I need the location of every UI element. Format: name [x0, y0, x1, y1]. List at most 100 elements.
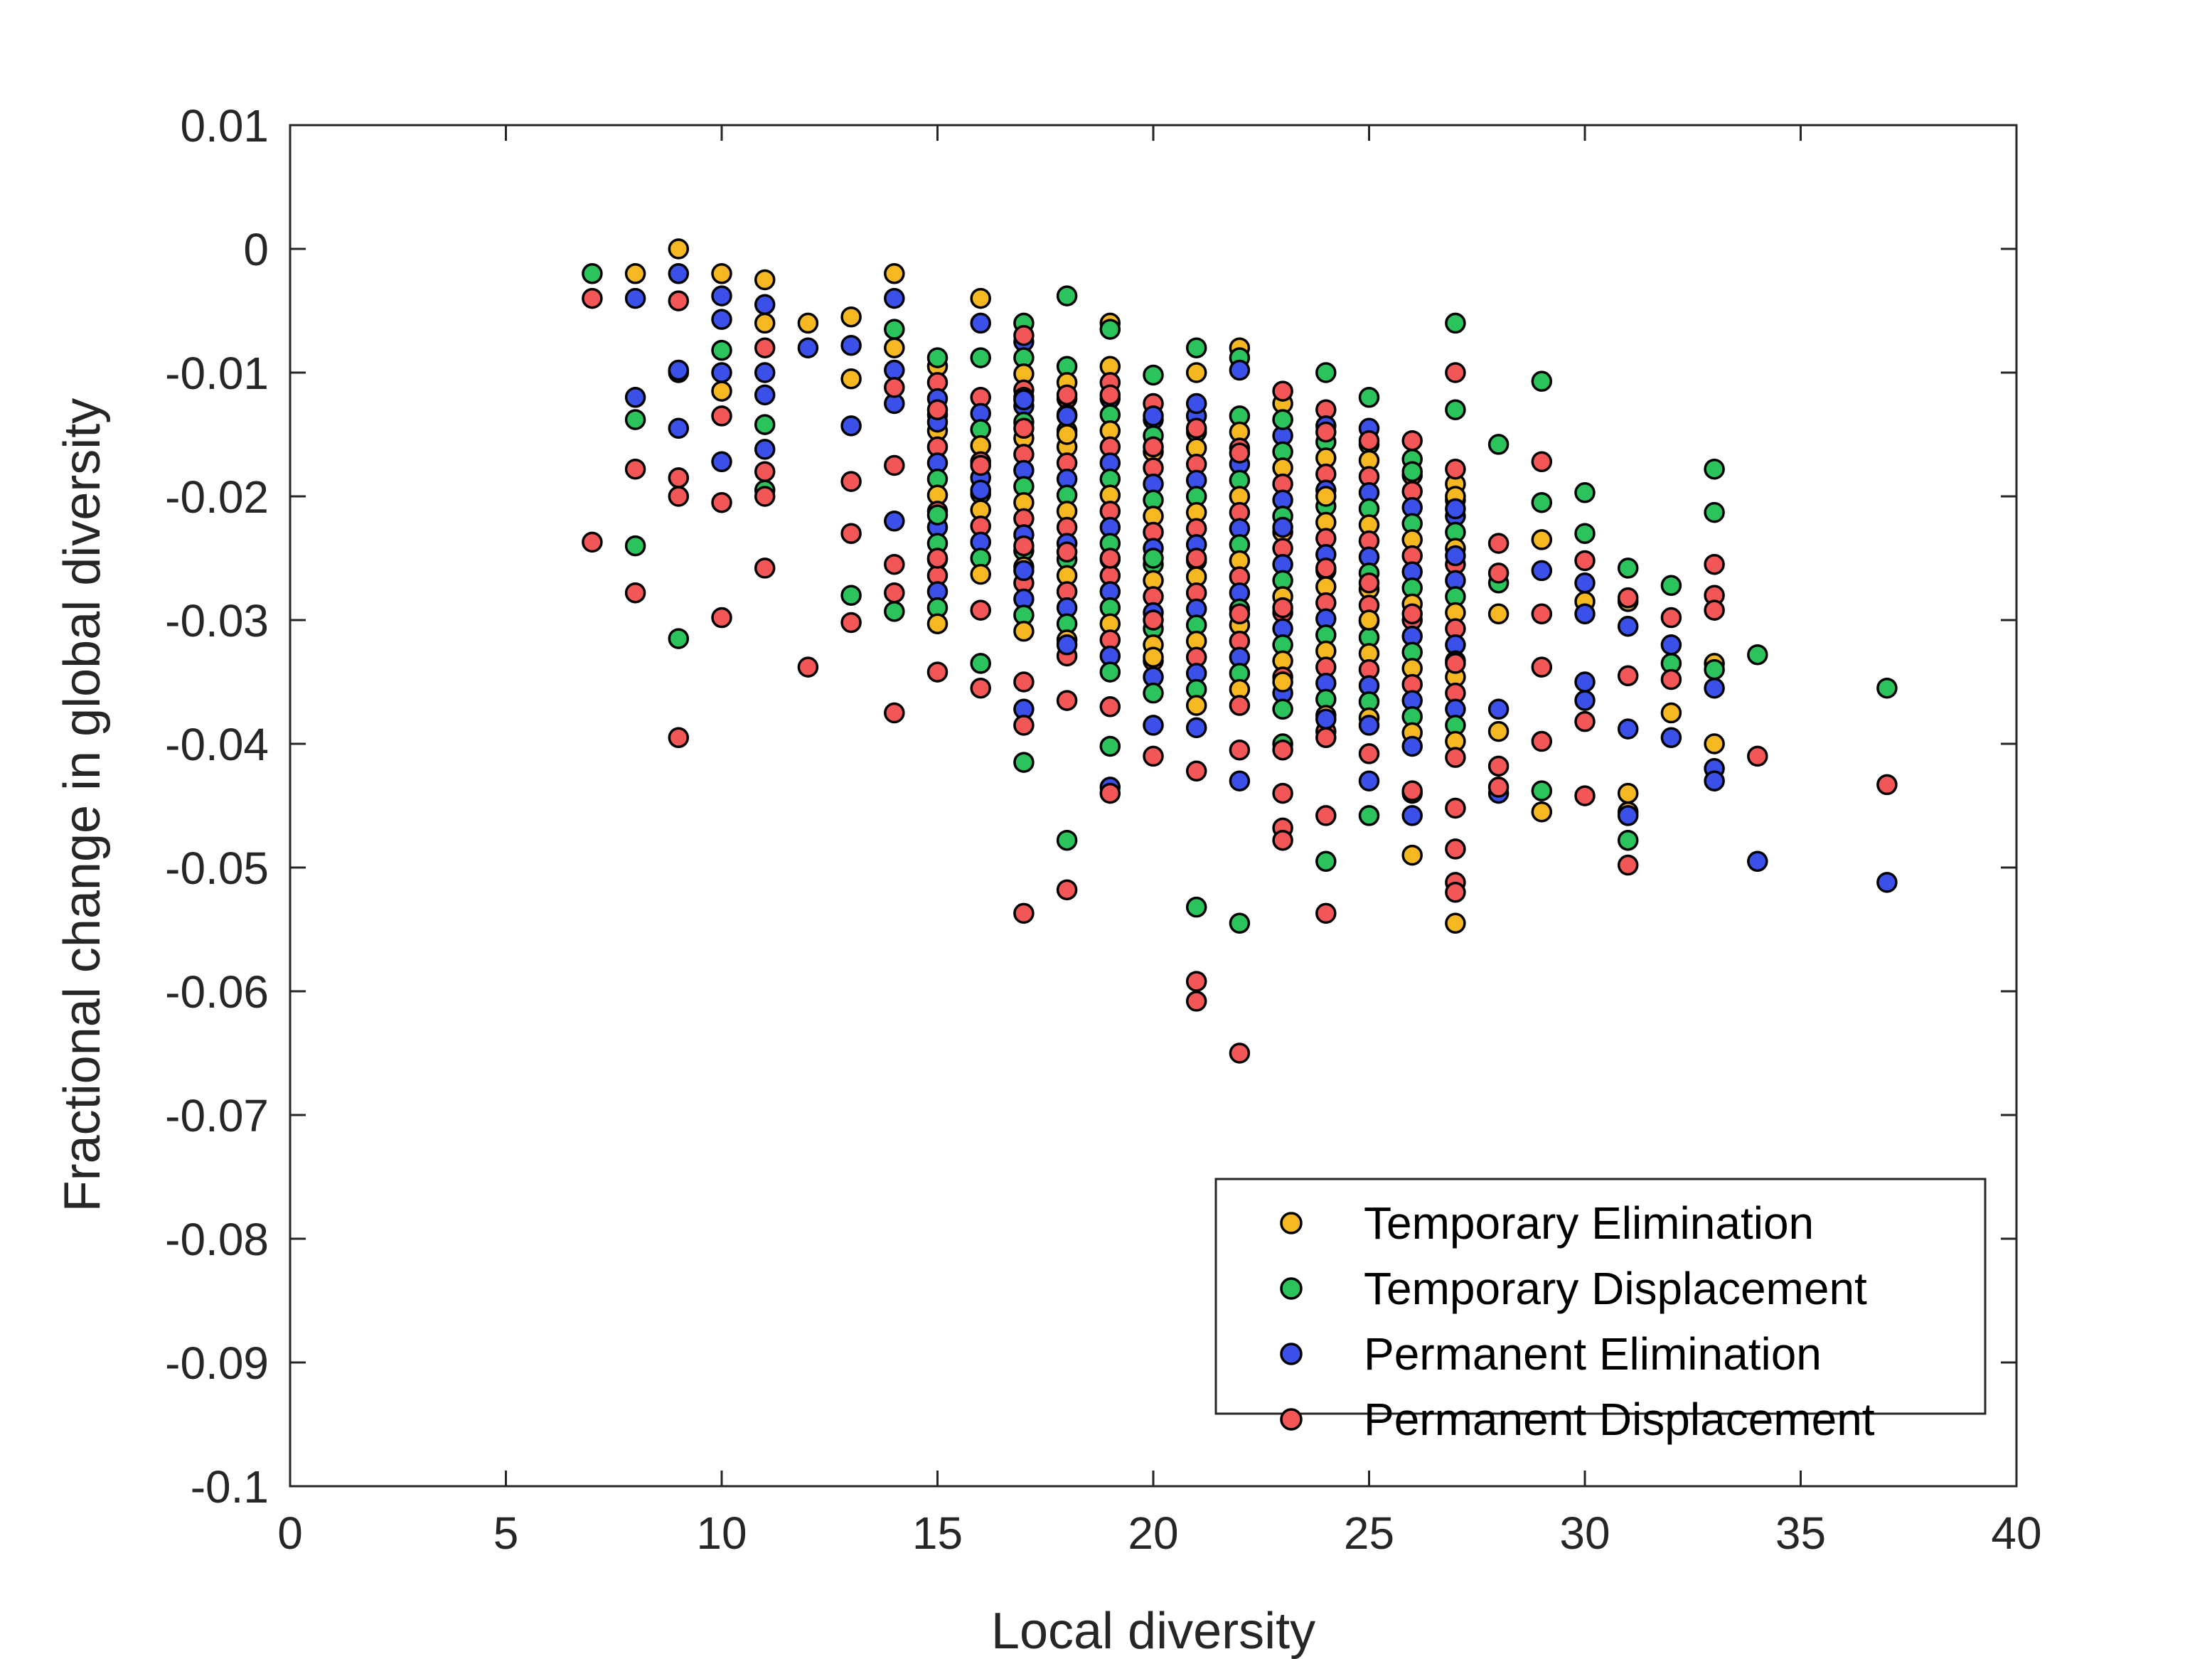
data-point: [1445, 797, 1466, 819]
x-tick-label: 30: [1559, 1508, 1610, 1559]
y-axis-label: Fractional change in global diversity: [54, 398, 111, 1212]
data-point: [668, 290, 690, 311]
points-layer: [582, 238, 1898, 1064]
data-point: [1099, 696, 1121, 718]
x-tick-label: 15: [912, 1508, 963, 1559]
data-point: [1704, 599, 1725, 621]
data-point: [1013, 417, 1035, 439]
data-point: [840, 612, 862, 634]
data-point: [1315, 727, 1337, 749]
data-point: [1704, 677, 1725, 699]
data-point: [884, 377, 905, 398]
data-point: [1531, 370, 1553, 392]
data-point: [884, 287, 905, 309]
data-point: [1143, 548, 1164, 569]
y-tick-label: -0.1: [191, 1461, 269, 1513]
data-point: [1358, 770, 1380, 791]
data-point: [1229, 912, 1251, 934]
y-tick-label: -0.01: [165, 348, 269, 399]
data-point: [926, 504, 949, 526]
data-point: [1401, 805, 1423, 826]
data-point: [1574, 523, 1596, 544]
data-point: [1531, 603, 1553, 625]
data-point: [1445, 882, 1466, 903]
data-point: [1315, 421, 1337, 443]
data-point: [668, 628, 690, 649]
data-point: [797, 337, 819, 358]
data-point: [970, 599, 991, 621]
y-tick-label: 0: [243, 224, 269, 275]
data-point: [1013, 535, 1035, 557]
data-point: [1056, 541, 1078, 563]
data-point: [754, 439, 776, 460]
data-point: [1574, 785, 1596, 806]
data-point: [970, 653, 991, 674]
y-tick-label: -0.03: [165, 595, 269, 646]
data-point: [1660, 575, 1682, 597]
data-point: [1229, 1042, 1251, 1064]
data-point: [1617, 665, 1639, 687]
data-point: [1056, 424, 1078, 445]
data-point: [1099, 319, 1121, 340]
data-point: [1876, 677, 1898, 699]
data-point: [1315, 902, 1337, 924]
data-point: [1185, 393, 1207, 415]
data-point: [582, 263, 603, 284]
data-point: [884, 553, 905, 575]
legend-entry: Permanent Elimination: [1364, 1328, 1822, 1380]
data-point: [1099, 661, 1121, 683]
x-tick-label: 35: [1775, 1508, 1826, 1559]
data-point: [1272, 409, 1293, 430]
data-point: [1660, 607, 1682, 629]
data-point: [1487, 434, 1510, 455]
data-point: [1401, 844, 1423, 866]
data-point: [797, 312, 819, 334]
data-point: [711, 285, 732, 306]
data-point: [1099, 384, 1121, 406]
x-tick-label: 5: [493, 1508, 519, 1559]
data-point: [1704, 501, 1725, 523]
data-point: [1099, 735, 1121, 757]
legend-marker: [1280, 1408, 1303, 1431]
data-point: [668, 238, 690, 260]
y-tick-label: -0.07: [165, 1090, 269, 1141]
data-point: [624, 458, 646, 480]
data-point: [1013, 389, 1035, 411]
data-point: [1487, 698, 1510, 720]
x-tick-label: 10: [696, 1508, 747, 1559]
data-point: [1660, 727, 1682, 749]
data-point: [582, 287, 603, 309]
data-point: [1013, 715, 1035, 736]
data-point: [1617, 805, 1639, 826]
data-point: [711, 451, 732, 473]
data-point: [711, 491, 732, 513]
data-point: [1315, 708, 1337, 730]
data-point: [1272, 380, 1293, 402]
data-point: [668, 467, 690, 489]
data-point: [1617, 782, 1639, 804]
data-point: [1487, 603, 1510, 625]
data-point: [1445, 545, 1466, 567]
data-point: [1056, 405, 1078, 427]
data-point: [1013, 752, 1035, 773]
data-point: [624, 409, 646, 430]
data-point: [1099, 782, 1121, 804]
data-point: [840, 471, 862, 492]
data-point: [884, 319, 905, 340]
data-point: [1531, 780, 1553, 801]
data-point: [1185, 695, 1207, 716]
x-tick-label: 0: [277, 1508, 303, 1559]
data-point: [1660, 634, 1682, 656]
y-tick-label: -0.02: [165, 471, 269, 523]
data-point: [1229, 695, 1251, 716]
data-point: [624, 287, 646, 309]
data-point: [1099, 548, 1121, 569]
data-point: [711, 405, 732, 427]
legend-marker: [1280, 1212, 1303, 1234]
legend-entry: Temporary Displacement: [1364, 1263, 1867, 1314]
data-point: [624, 582, 646, 604]
data-point: [797, 656, 819, 678]
x-axis-label: Local diversity: [991, 1603, 1315, 1659]
data-point: [884, 511, 905, 532]
data-point: [1358, 387, 1380, 408]
